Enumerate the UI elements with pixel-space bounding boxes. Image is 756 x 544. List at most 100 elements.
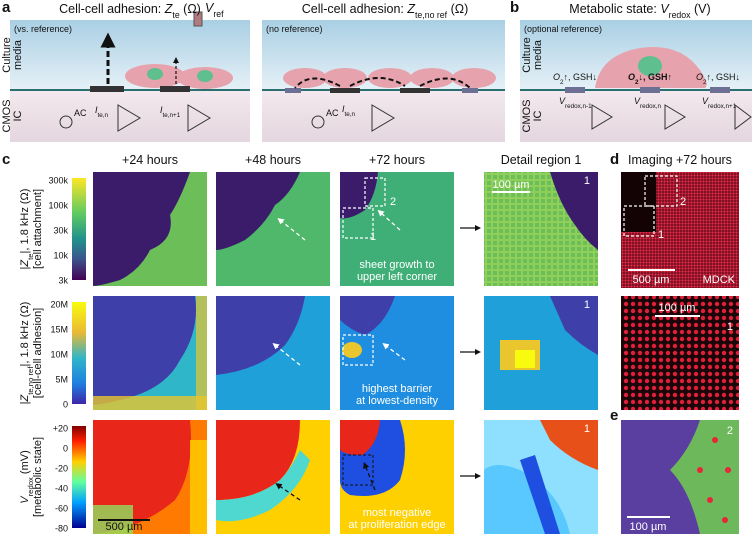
- region-label: 1: [727, 321, 733, 333]
- ic-label: CMOS: [1, 100, 13, 133]
- text-post: (Ω): [447, 2, 468, 16]
- shape: [216, 420, 300, 500]
- note: (vs. reference): [14, 24, 72, 34]
- ic-label: IC: [532, 110, 544, 121]
- shape: [377, 209, 401, 231]
- shape: [342, 207, 374, 239]
- shape: [294, 77, 471, 89]
- current-label: Ite,n: [95, 105, 109, 119]
- text-post: (Ω): [180, 2, 201, 16]
- shape: [117, 104, 211, 132]
- column-header: +48 hours: [245, 153, 301, 167]
- region-label: 2: [727, 425, 733, 437]
- text-pre: Cell-cell adhesion:: [59, 2, 165, 16]
- text-var: V: [702, 96, 709, 106]
- panel-a-left: [10, 11, 250, 142]
- shape: [283, 68, 327, 88]
- text-var: O: [628, 72, 635, 82]
- shape: [72, 178, 86, 280]
- electrode-label: Vredox,n: [634, 96, 662, 110]
- text-var: V: [559, 96, 566, 106]
- electrode-label: Vredox,n-1: [559, 96, 592, 110]
- shape: [216, 296, 305, 375]
- panel-label: d: [610, 151, 619, 168]
- colorbar-tick-label: 100k: [48, 200, 68, 210]
- text-post: |, 1.8 kHz (Ω): [19, 302, 31, 367]
- current-label: Ite,n: [342, 104, 356, 118]
- shape: [363, 461, 376, 491]
- panel-title: Metabolic state: Vredox (V): [569, 2, 710, 20]
- shape: [342, 342, 362, 358]
- text-sub: te,no ref: [26, 366, 35, 395]
- shape: [591, 104, 752, 130]
- panel-label: c: [2, 151, 10, 168]
- text-pre: Metabolic state:: [569, 2, 660, 16]
- text-post: |, 1.8 kHz (Ω): [19, 189, 31, 254]
- shape: [147, 68, 163, 80]
- shape: [621, 420, 700, 534]
- group: [272, 209, 406, 366]
- colorbar-tick-label: 0: [63, 399, 68, 409]
- shape: [710, 87, 730, 93]
- text-var: V: [205, 1, 215, 15]
- text-var: Z: [19, 393, 31, 402]
- text-post: ↑, GSH↓: [564, 72, 598, 82]
- note: (no reference): [266, 24, 323, 34]
- shape: [216, 172, 300, 250]
- panel-label: b: [510, 0, 519, 16]
- text-var: V: [19, 495, 31, 504]
- ac-label: AC: [74, 108, 87, 118]
- media-label: media: [12, 39, 24, 70]
- shape: [640, 87, 660, 93]
- shape: [371, 104, 395, 132]
- shape: [400, 88, 430, 93]
- annotation: at proliferation edge: [348, 519, 445, 531]
- group: [460, 225, 481, 479]
- colorbar-tick-label: -80: [55, 523, 68, 533]
- text-var: V: [660, 2, 670, 16]
- shape: [285, 88, 301, 93]
- shape: [193, 11, 203, 27]
- row-label: |Zte,no ref|, 1.8 kHz (Ω): [19, 302, 35, 405]
- shape: [540, 420, 598, 470]
- column-header: +72 hours: [369, 153, 425, 167]
- text-sub: te,no ref: [415, 10, 448, 20]
- panel-b: [520, 20, 752, 142]
- text-sub: 2: [560, 79, 564, 86]
- shape: [520, 90, 752, 142]
- shape: [190, 440, 207, 534]
- media-label: Culture: [1, 37, 13, 72]
- annotation: sheet growth to: [359, 259, 434, 271]
- text-sub: redox,n+1: [708, 103, 737, 110]
- row-label: [metabolic state]: [32, 437, 44, 517]
- text-post: ↑, GSH↓: [707, 72, 741, 82]
- shape: [197, 70, 213, 82]
- heatmaps: [72, 172, 739, 534]
- shape: [330, 88, 360, 93]
- shape: [72, 426, 86, 528]
- colorbar-tick-label: 0: [63, 443, 68, 453]
- ic-label: IC: [12, 110, 24, 121]
- shape: [90, 86, 124, 92]
- region-label: 2: [390, 196, 396, 208]
- text-sub: 2: [703, 79, 707, 86]
- shape: [216, 450, 310, 522]
- annotation: most negative: [363, 507, 431, 519]
- text-sub: te: [26, 253, 35, 259]
- shape: [93, 396, 207, 410]
- colorbar-tick-label: 3k: [58, 275, 68, 285]
- text-post: (mV): [19, 450, 31, 477]
- text-sub: te,n: [345, 111, 356, 118]
- text-pre: |: [19, 267, 31, 270]
- text-post: ↓, GSH↑: [639, 72, 673, 82]
- colorbar-tick-label: 10k: [53, 250, 68, 260]
- group: [275, 461, 376, 501]
- region-label: 1: [584, 299, 590, 311]
- shape: [725, 467, 731, 473]
- region-label: 1: [370, 231, 376, 243]
- text-var: I: [342, 104, 345, 114]
- ic-label: CMOS: [521, 100, 533, 133]
- text-var: I: [95, 105, 98, 115]
- shape: [452, 68, 496, 88]
- shape: [160, 86, 190, 92]
